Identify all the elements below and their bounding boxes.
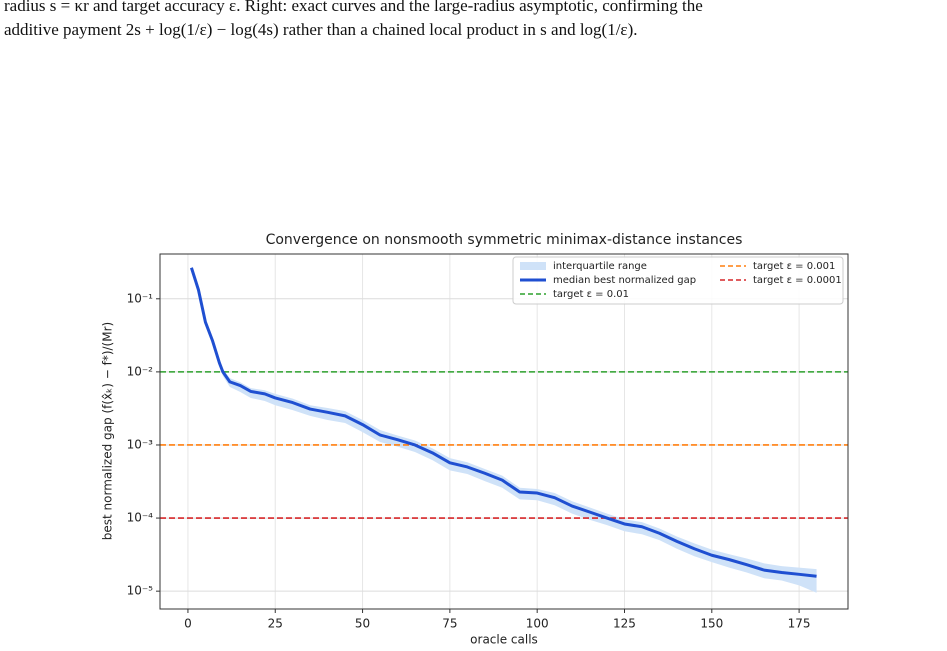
x-tick-label: 175 — [788, 617, 811, 631]
legend-box — [512, 256, 844, 305]
x-tick-label: 75 — [442, 617, 457, 631]
y-axis-label: best normalized gap (f(x̂ₖ) − f*)/(Mr) — [101, 322, 115, 540]
median-line — [190, 267, 817, 578]
legend-label: median best normalized gap — [553, 275, 696, 286]
y-tick-label: 10⁻⁴ — [127, 511, 154, 525]
x-tick-label: 150 — [700, 617, 723, 631]
legend-label: target ε = 0.01 — [553, 289, 629, 300]
x-tick-label: 125 — [613, 617, 636, 631]
y-tick-label: 10⁻⁵ — [127, 584, 154, 598]
iqr-band — [191, 267, 817, 593]
x-tick-label: 100 — [526, 617, 549, 631]
legend-label: target ε = 0.001 — [753, 261, 835, 272]
x-tick-label: 25 — [268, 617, 283, 631]
y-tick-label: 10⁻³ — [127, 437, 154, 451]
plot-frame — [159, 253, 849, 610]
x-tick-label: 0 — [184, 617, 192, 631]
y-tick-label: 10⁻² — [127, 364, 154, 378]
caption-line: radius s = κr and target accuracy ε. Rig… — [4, 0, 703, 15]
legend-label: interquartile range — [553, 261, 647, 272]
legend-swatch — [520, 262, 546, 270]
x-axis-label: oracle calls — [470, 633, 538, 647]
y-tick-label: 10⁻¹ — [127, 291, 154, 305]
caption-line: additive payment 2s + log(1/ε) − log(4s)… — [4, 20, 638, 39]
x-tick-label: 50 — [355, 617, 370, 631]
chart-title: Convergence on nonsmooth symmetric minim… — [266, 232, 743, 248]
legend-label: target ε = 0.0001 — [753, 275, 842, 286]
